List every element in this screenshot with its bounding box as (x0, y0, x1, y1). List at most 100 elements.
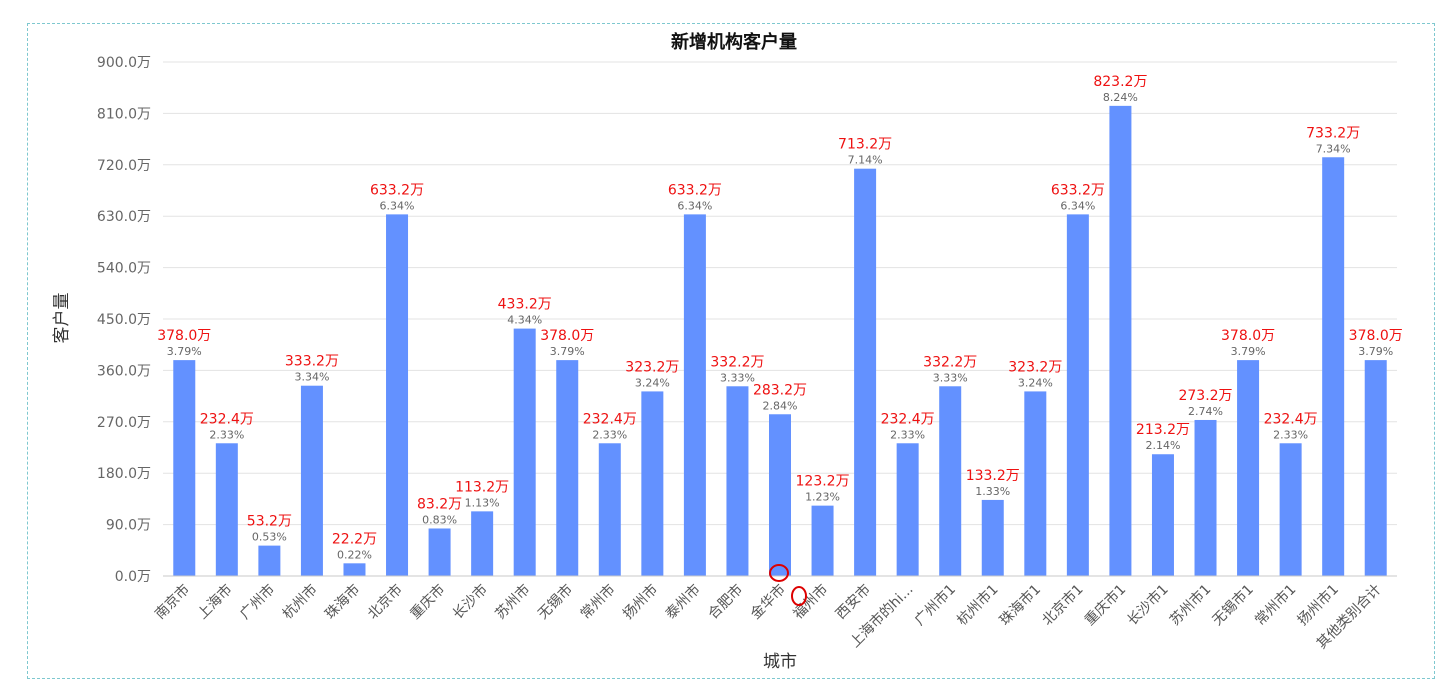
percent-label: 8.24% (1103, 91, 1138, 104)
value-label: 713.2万 (838, 137, 892, 153)
data-labels: 378.0万3.79%232.4万2.33%53.2万0.53%333.2万3.… (157, 74, 1403, 561)
value-label: 733.2万 (1306, 125, 1360, 141)
chart-frame (27, 23, 1435, 679)
value-label: 323.2万 (1008, 359, 1062, 375)
x-tick-label: 合肥市 (705, 581, 747, 623)
x-tick-label: 金华市 (747, 581, 789, 623)
value-label: 633.2万 (668, 182, 722, 198)
percent-label: 2.33% (592, 428, 627, 441)
value-label: 378.0万 (1349, 328, 1403, 344)
bar (386, 214, 409, 577)
y-tick-label: 810.0万 (97, 106, 151, 122)
value-label: 273.2万 (1178, 388, 1232, 404)
annotation-circle (769, 564, 789, 582)
value-label: 633.2万 (370, 182, 424, 198)
bar (641, 391, 664, 576)
x-tick-label: 苏州市1 (1166, 581, 1214, 629)
percent-label: 1.33% (975, 485, 1010, 498)
percent-label: 3.24% (1018, 376, 1053, 389)
x-tick-label: 珠海市 (322, 581, 364, 623)
y-tick-label: 900.0万 (97, 55, 151, 71)
bar (1024, 391, 1047, 576)
percent-label: 7.34% (1316, 142, 1351, 155)
annotation-circle (791, 586, 807, 606)
x-tick-label: 无锡市 (534, 581, 576, 623)
value-label: 378.0万 (1221, 328, 1275, 344)
x-tick-label: 无锡市1 (1209, 581, 1257, 629)
percent-label: 4.34% (507, 314, 542, 327)
bar (556, 360, 579, 576)
x-tick-label: 广州市1 (911, 581, 959, 629)
annotation-markers (769, 564, 807, 606)
bar (215, 443, 238, 576)
percent-label: 7.14% (848, 154, 883, 167)
value-label: 323.2万 (625, 359, 679, 375)
x-tick-label: 上海市 (194, 581, 236, 623)
y-tick-label: 540.0万 (97, 261, 151, 277)
bar (1109, 105, 1132, 577)
value-label: 378.0万 (157, 328, 211, 344)
bar (854, 168, 877, 577)
y-tick-label: 720.0万 (97, 158, 151, 174)
percent-label: 2.33% (890, 428, 925, 441)
y-axis-ticks: 0.0万 90.0万 180.0万 270.0万 360.0万 450.0万 540.0万 6… (97, 55, 151, 585)
percent-label: 3.33% (720, 371, 755, 384)
bar (513, 328, 536, 576)
value-label: 232.4万 (881, 411, 935, 427)
y-tick-label: 630.0万 (97, 209, 151, 225)
percent-label: 3.79% (1231, 345, 1266, 358)
bar (173, 360, 196, 576)
y-tick-label: 180.0万 (97, 466, 151, 482)
bar (939, 386, 962, 576)
percent-label: 1.23% (805, 491, 840, 504)
gridlines (163, 61, 1397, 526)
percent-label: 6.34% (677, 199, 712, 212)
bar (1279, 443, 1302, 576)
bar (258, 545, 281, 576)
percent-label: 2.84% (763, 399, 798, 412)
percent-label: 0.83% (422, 513, 457, 526)
bar (1322, 157, 1345, 576)
value-label: 213.2万 (1136, 422, 1190, 438)
x-tick-label: 珠海市1 (996, 581, 1044, 629)
bars (173, 105, 1387, 577)
x-tick-label: 北京市 (364, 581, 406, 623)
y-tick-label: 90.0万 (106, 518, 151, 534)
bar (726, 386, 749, 576)
x-tick-label: 常州市 (577, 581, 619, 623)
value-label: 433.2万 (498, 297, 552, 313)
value-label: 232.4万 (200, 411, 254, 427)
value-label: 283.2万 (753, 382, 807, 398)
y-tick-label: 0.0万 (115, 569, 151, 585)
x-tick-label: 杭州市 (279, 581, 321, 623)
value-label: 83.2万 (417, 496, 462, 512)
bar (471, 511, 494, 576)
bar (896, 443, 919, 576)
x-tick-label: 西安市 (832, 581, 874, 623)
percent-label: 2.33% (1273, 428, 1308, 441)
bar (428, 528, 451, 576)
bar (598, 443, 621, 576)
percent-label: 1.13% (465, 496, 500, 509)
x-tick-label: 泰州市 (662, 581, 704, 623)
value-label: 133.2万 (966, 468, 1020, 484)
value-label: 333.2万 (285, 354, 339, 370)
x-axis-title: 城市 (763, 652, 797, 672)
x-tick-label: 长沙市 (449, 581, 491, 623)
y-tick-label: 360.0万 (97, 363, 151, 379)
x-tick-label: 重庆市 (407, 581, 449, 623)
bar (1194, 419, 1217, 576)
x-tick-label: 重庆市1 (1081, 581, 1129, 629)
x-tick-label: 广州市 (236, 581, 278, 623)
bar (1364, 360, 1387, 576)
percent-label: 3.79% (550, 345, 585, 358)
y-tick-label: 270.0万 (97, 415, 151, 431)
bar (811, 505, 834, 576)
value-label: 332.2万 (710, 354, 764, 370)
bar (1151, 454, 1174, 576)
value-label: 232.4万 (583, 411, 637, 427)
percent-label: 3.79% (1358, 345, 1393, 358)
x-tick-label: 北京市1 (1039, 581, 1087, 629)
bar (1066, 214, 1089, 577)
